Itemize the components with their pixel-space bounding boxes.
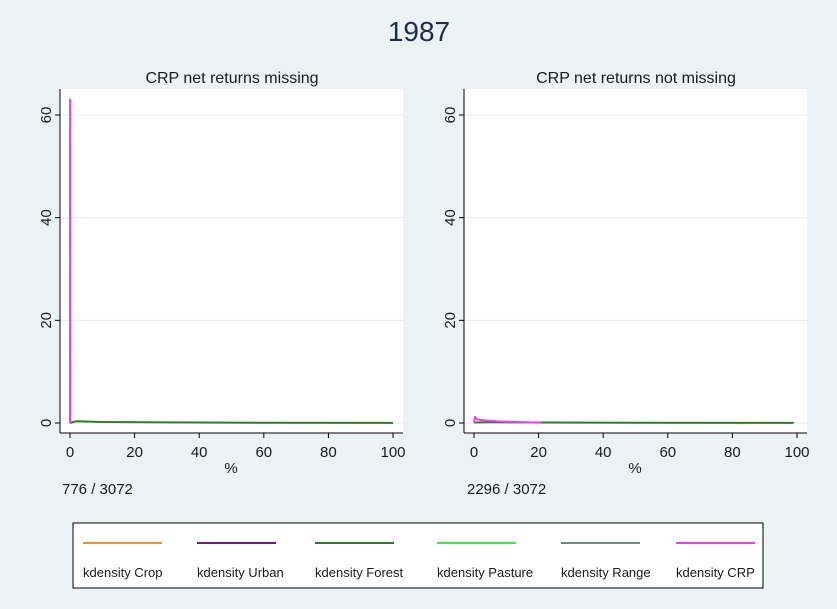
plot-area <box>60 89 403 433</box>
y-tick-label: 0 <box>442 419 459 427</box>
count-note: 776 / 3072 <box>62 481 133 498</box>
y-tick-label: 20 <box>442 312 459 329</box>
x-tick-label: 100 <box>380 444 405 461</box>
panel-right: CRP net returns not missing 0 20 40 60 0 20 40… <box>442 70 810 498</box>
panel-title: CRP net returns not missing <box>536 70 736 87</box>
legend: kdensity Crop kdensity Urban kdensity Fore… <box>72 522 764 589</box>
x-tick-label: 100 <box>784 444 809 461</box>
x-tick-label: 40 <box>595 444 612 461</box>
x-tick-label: 0 <box>470 444 478 461</box>
plot-area <box>464 89 807 433</box>
ticks: 0 20 40 60 0 20 40 60 80 100 <box>442 107 810 461</box>
legend-label: kdensity Crop <box>83 565 162 580</box>
legend-label: kdensity Range <box>561 565 651 580</box>
x-axis-title: % <box>628 460 641 477</box>
legend-label: kdensity Urban <box>197 565 284 580</box>
series-group <box>473 415 794 424</box>
x-tick-label: 60 <box>659 444 676 461</box>
series-line-kdensity-forest <box>69 420 394 424</box>
y-tick-label: 60 <box>38 107 55 124</box>
x-tick-label: 0 <box>66 444 74 461</box>
y-tick-label: 0 <box>38 419 55 427</box>
x-tick-label: 40 <box>191 444 208 461</box>
legend-label: kdensity Forest <box>315 565 404 580</box>
y-tick-label: 60 <box>442 107 459 124</box>
y-tick-label: 40 <box>442 209 459 226</box>
legend-label: kdensity CRP <box>676 565 755 580</box>
legend-label: kdensity Pasture <box>437 565 533 580</box>
series-group <box>69 98 394 424</box>
y-tick-label: 20 <box>38 312 55 329</box>
x-tick-label: 80 <box>320 444 337 461</box>
x-tick-label: 80 <box>724 444 741 461</box>
x-axis-title: % <box>224 460 237 477</box>
count-note: 2296 / 3072 <box>467 481 546 498</box>
x-tick-label: 20 <box>530 444 547 461</box>
panel-left: CRP net returns missing 0 20 40 60 0 20 40 60 80… <box>38 70 406 498</box>
main-title: 1987 <box>388 16 450 47</box>
panel-title: CRP net returns missing <box>145 70 318 87</box>
y-tick-label: 40 <box>38 209 55 226</box>
ticks: 0 20 40 60 0 20 40 60 80 100 <box>38 107 406 461</box>
legend-box <box>72 522 764 589</box>
x-tick-label: 20 <box>126 444 143 461</box>
x-tick-label: 60 <box>255 444 272 461</box>
series-line-kdensity-crp <box>473 415 542 424</box>
